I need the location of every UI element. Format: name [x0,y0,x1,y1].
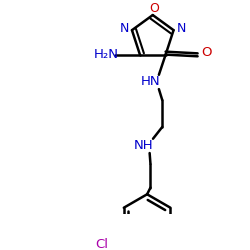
Text: N: N [120,22,129,35]
Text: O: O [150,2,160,15]
Text: NH: NH [134,139,154,152]
Text: HN: HN [141,75,160,88]
Text: Cl: Cl [96,238,108,250]
Text: H₂N: H₂N [94,48,119,61]
Text: O: O [201,46,211,60]
Text: N: N [176,22,186,35]
